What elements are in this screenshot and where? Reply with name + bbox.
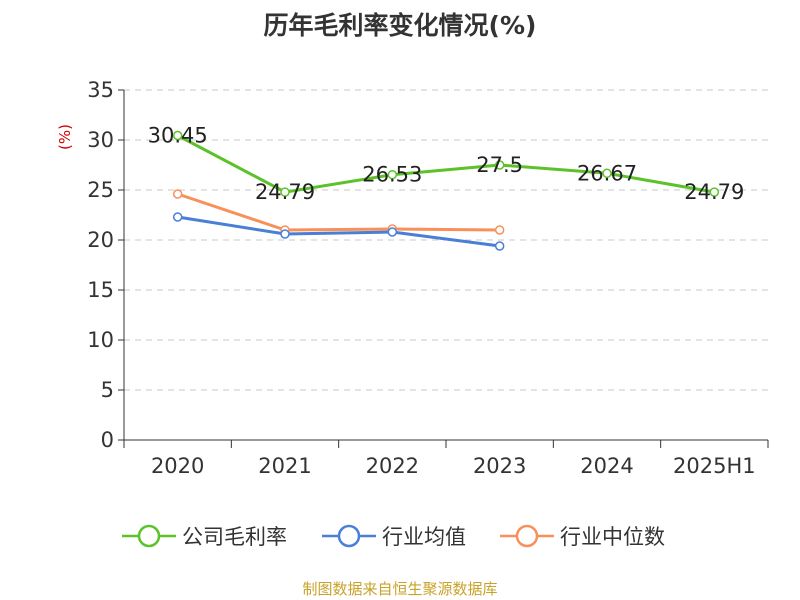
source-note: 制图数据来自恒生聚源数据库: [302, 580, 498, 598]
series-line-1: [176, 134, 715, 194]
data-label: 26.67: [577, 161, 637, 185]
x-tick-label: 2024: [580, 454, 633, 478]
data-label: 24.79: [684, 180, 744, 204]
data-label: 27.5: [476, 153, 523, 177]
data-point: [387, 227, 398, 237]
legend-marker-icon: [500, 524, 554, 548]
data-label: 26.53: [362, 163, 422, 187]
series-line-3: [177, 192, 500, 232]
line-chart: 0 5 10 15 20 25 30 35 2020 2021 2022 2023 2024 2025H1…: [87, 78, 769, 478]
legend-label: 公司毛利率: [182, 525, 287, 549]
y-tick-label: 5: [101, 378, 114, 402]
legend-circle: [137, 524, 161, 548]
data-point: [494, 225, 505, 235]
y-tick-label: 20: [87, 228, 114, 252]
data-point: [387, 169, 398, 180]
x-tick-label: 2023: [473, 454, 526, 478]
legend-item[interactable]: 行业均值: [322, 518, 466, 554]
legend-item[interactable]: 行业中位数: [500, 518, 665, 554]
y-tick-label: 15: [87, 278, 114, 302]
x-tick-label: 2025H1: [673, 454, 756, 478]
y-tick-label: 10: [87, 328, 114, 352]
y-tick-label: 30: [87, 128, 114, 152]
y-tick-label: 0: [101, 428, 114, 452]
data-point: [172, 130, 183, 141]
data-point: [172, 212, 183, 222]
data-point: [709, 187, 720, 197]
legend: 公司毛利率 行业均值 行业中位数: [0, 518, 800, 558]
legend-marker-icon: [322, 524, 376, 548]
y-tick-label: 25: [87, 178, 114, 202]
legend-label: 行业均值: [382, 525, 466, 549]
data-point: [172, 189, 183, 199]
x-tick-label: 2022: [366, 454, 419, 478]
x-tick-label: 2021: [258, 454, 311, 478]
series-line-2: [177, 215, 500, 248]
y-tick-label: 35: [87, 78, 114, 102]
data-point: [280, 229, 290, 239]
chart-title: 历年毛利率变化情况(%): [263, 11, 537, 40]
data-point: [280, 187, 290, 197]
legend-label: 行业中位数: [560, 525, 665, 549]
data-label: 30.45: [148, 124, 208, 148]
legend-item[interactable]: 公司毛利率: [122, 518, 287, 554]
data-point: [494, 241, 505, 251]
data-point: [494, 160, 505, 170]
legend-marker-icon: [122, 524, 176, 548]
legend-circle: [337, 524, 361, 548]
x-tick-label: 2020: [151, 454, 204, 478]
legend-circle: [515, 524, 539, 548]
data-point: [602, 168, 612, 179]
data-label: 24.79: [255, 180, 315, 204]
